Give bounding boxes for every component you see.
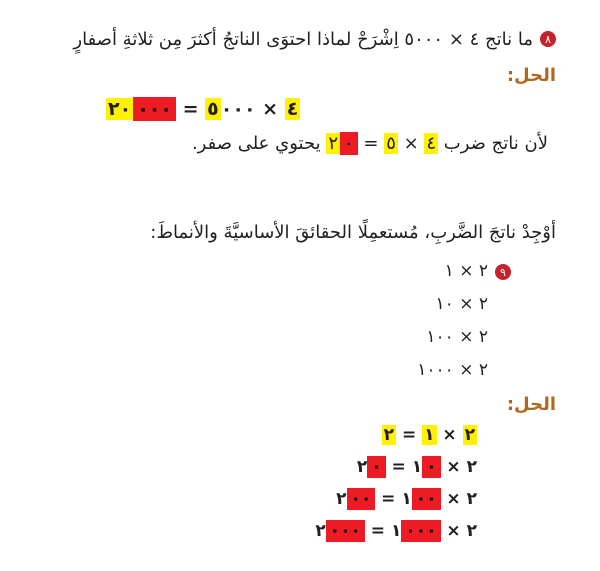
- q9-sol3-result-head: ٢: [336, 489, 347, 509]
- q9-solution-3: ٢ × ١ ٠٠ = ٢ ٠٠: [20, 488, 477, 510]
- q9-sol2-equals-sign: =: [385, 457, 412, 477]
- q9-sol3-factor: ٢: [466, 489, 477, 509]
- q9-problem-1: ٢ × ١: [444, 261, 488, 281]
- q8-solution-label: الحل:: [506, 65, 556, 86]
- q8-eq-result-head: ٢٠: [106, 98, 134, 120]
- q8-expl-result-head: ٢: [326, 133, 340, 154]
- q8-eq-result-zeros: ٠٠٠: [133, 97, 176, 121]
- question-8-number-badge: ٨: [540, 31, 556, 47]
- q9-sol4-equals-sign: =: [364, 521, 391, 541]
- q9-sol4-times-sign: ×: [440, 521, 467, 541]
- q8-solution-equation: ٤ × ٥ ٠٠٠ = ٢٠ ٠٠٠: [20, 96, 556, 122]
- q8-eq-factor1: ٤: [284, 98, 301, 120]
- question-9-number-badge: ٩: [495, 264, 511, 280]
- q8-eq-factor2-head: ٥: [205, 98, 221, 120]
- q8-expl-result-zero: ٠: [339, 132, 358, 155]
- q9-sol4-multiplier-head: ١: [390, 521, 402, 541]
- q9-sol4-result-head: ٢: [315, 521, 326, 541]
- q9-sol1-equals-sign: =: [396, 425, 423, 445]
- q8-expl-equals-sign: =: [357, 133, 385, 154]
- question-8-text: ما ناتج ٤ × ٥٠٠٠ اِشْرَحْ لماذا احتوَى ا…: [73, 29, 533, 50]
- q9-sol3-times-sign: ×: [440, 489, 467, 509]
- q8-eq-factor2-zeros: ٠٠٠: [220, 98, 256, 120]
- q9-sol4-multiplier-zeros: ٠٠٠: [401, 520, 441, 542]
- q9-solution-4: ٢ × ١ ٠٠٠ = ٢ ٠٠٠: [20, 520, 477, 542]
- q9-sol1-factor: ٢: [462, 425, 477, 445]
- q9-problem-1-row: ٩ ٢ × ١: [106, 261, 556, 282]
- q9-solution-1: ٢ × ١ = ٢: [20, 424, 477, 446]
- q9-solution-label: الحل:: [506, 394, 556, 415]
- q9-sol2-result-head: ٢: [356, 457, 368, 477]
- q9-sol2-factor: ٢: [466, 457, 477, 477]
- q9-problem-2-row: ٢ × ١٠: [106, 294, 556, 315]
- q9-sol1-times-sign: ×: [436, 425, 463, 445]
- q9-sol2-times-sign: ×: [440, 457, 467, 477]
- q8-expl-factor2: ٥: [384, 133, 398, 154]
- q9-problem-list: ٩ ٢ × ١ ٢ × ١٠ ٢ × ١٠٠ ٢ × ١٠٠٠: [20, 261, 556, 381]
- q9-sol3-result-zeros: ٠٠: [346, 488, 376, 510]
- q9-sol1-result: ٢: [381, 425, 397, 445]
- q9-sol1-multiplier: ١: [422, 425, 437, 445]
- q8-expl-prefix: لأن ناتج ضرب: [438, 133, 548, 154]
- q9-sol2-multiplier-zeros: ٠: [422, 456, 441, 478]
- q9-problem-2: ٢ × ١٠: [435, 294, 488, 314]
- q9-sol3-multiplier-head: ١: [401, 489, 412, 509]
- q8-eq-times-sign: ×: [255, 98, 285, 120]
- q9-sol3-multiplier-zeros: ٠٠: [411, 488, 441, 510]
- q9-problem-3-row: ٢ × ١٠٠: [106, 327, 556, 348]
- q9-problem-3: ٢ × ١٠٠: [426, 327, 488, 347]
- q9-sol4-result-zeros: ٠٠٠: [325, 520, 365, 542]
- q9-problem-4-row: ٢ × ١٠٠٠: [106, 360, 556, 381]
- q8-expl-times-sign: ×: [397, 133, 425, 154]
- q9-sol4-factor: ٢: [466, 521, 477, 541]
- question-8-row: ٨ ما ناتج ٤ × ٥٠٠٠ اِشْرَحْ لماذا احتوَى…: [20, 28, 556, 52]
- q9-sol3-equals-sign: =: [375, 489, 402, 509]
- q9-sol2-multiplier-head: ١: [411, 457, 423, 477]
- q9-sol2-result-zeros: ٠: [367, 456, 386, 478]
- q8-expl-suffix: يحتوي على صفر.: [191, 133, 327, 154]
- q9-instruction: أوْجِدْ ناتجَ الضَّربِ، مُستعمِلًا الحقا…: [150, 222, 556, 243]
- q8-eq-equals-sign: =: [176, 98, 206, 120]
- q8-expl-factor1: ٤: [424, 133, 439, 154]
- q9-problem-4: ٢ × ١٠٠٠: [417, 360, 488, 380]
